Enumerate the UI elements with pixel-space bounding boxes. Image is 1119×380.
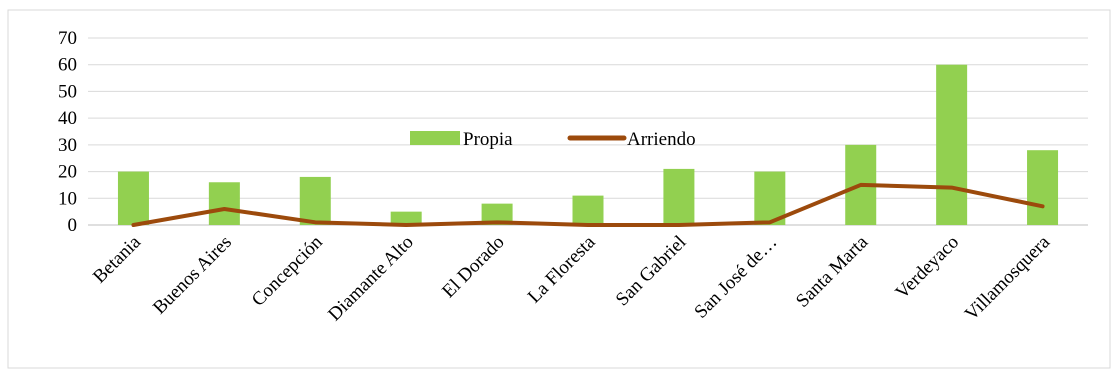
- bar-el-dorado: [481, 203, 513, 225]
- bar-buenos-aires: [208, 182, 240, 225]
- arriendo-line-group: [131, 182, 1045, 227]
- bar-san-gabriel: [663, 168, 695, 225]
- propia-bars: [117, 64, 1059, 225]
- y-axis-ticks: 0 10 20 30 40 50 60 70: [58, 28, 77, 236]
- bar-betania: [117, 171, 149, 225]
- bar-concepci-n: [299, 176, 331, 225]
- y-tick-label: 10: [58, 188, 77, 209]
- bar-villamosquera: [1027, 150, 1059, 225]
- y-tick-label: 30: [58, 135, 77, 156]
- y-tick-label: 60: [58, 55, 77, 76]
- y-tick-label: 0: [68, 215, 78, 236]
- y-tick-label: 40: [58, 108, 77, 129]
- arriendo-line: [131, 182, 1045, 227]
- chart-border: [7, 9, 1111, 369]
- y-tick-label: 20: [58, 162, 77, 183]
- bar-la-floresta: [572, 195, 604, 225]
- legend-label-arriendo: Arriendo: [627, 129, 696, 150]
- legend: Propia Arriendo: [410, 129, 696, 150]
- legend-swatch-propia: [410, 131, 460, 145]
- bar-verdeyaco: [936, 64, 968, 225]
- legend-label-propia: Propia: [463, 129, 513, 150]
- y-tick-label: 70: [58, 28, 77, 49]
- bar-diamante-alto: [390, 211, 422, 225]
- y-tick-label: 50: [58, 81, 77, 102]
